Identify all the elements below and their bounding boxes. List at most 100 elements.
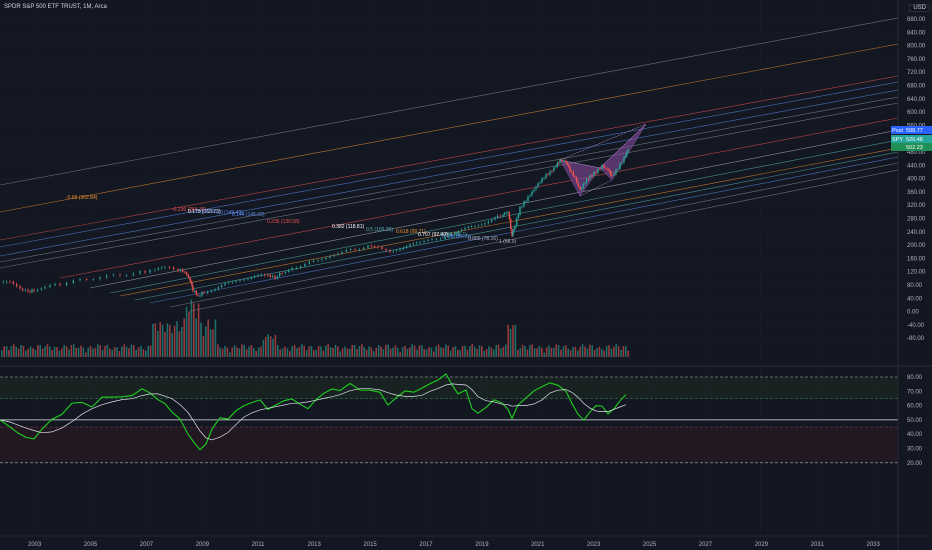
candle-body (431, 239, 433, 240)
candle-body (543, 178, 545, 179)
volume-bar (365, 349, 368, 357)
candle-body (508, 212, 511, 219)
volume-bar (325, 345, 327, 357)
channel-line (0, 81, 899, 248)
volume-bar (495, 345, 497, 357)
candle-body (460, 229, 463, 232)
price-tick-label: 840.00 (907, 30, 926, 36)
volume-bar (22, 345, 25, 357)
candle-body (354, 249, 356, 250)
volume-bar (39, 344, 41, 357)
volume-bar (178, 331, 181, 357)
price-tick-label: 160.00 (907, 256, 926, 262)
volume-bar (497, 344, 500, 357)
candle-body (65, 282, 68, 286)
volume-bar (428, 347, 430, 357)
volume-bar (550, 347, 553, 357)
candle-body (559, 159, 561, 163)
volume-bar (70, 344, 73, 357)
volume-bar (226, 347, 229, 357)
volume-bar (221, 348, 224, 357)
currency-label[interactable]: USD (909, 4, 930, 12)
volume-bar (267, 334, 269, 357)
volume-bar (361, 344, 363, 357)
price-tick-label: 800.00 (907, 44, 926, 50)
candle-body (444, 236, 446, 239)
volume-bar (332, 347, 334, 357)
candle-body (490, 219, 493, 222)
volume-bar (466, 349, 469, 357)
volume-bar (488, 346, 490, 357)
channel-line (0, 17, 899, 186)
candle-body (276, 276, 279, 279)
volume-bar (567, 348, 569, 357)
rsi-pane[interactable] (0, 373, 898, 464)
volume-bar (253, 348, 255, 357)
volume-bar (574, 346, 577, 357)
volume-bar (596, 348, 598, 357)
volume-bar (387, 344, 389, 357)
volume-bar (560, 349, 562, 357)
volume-bar (260, 346, 262, 357)
price-candles[interactable] (2, 147, 629, 298)
price-tick-label: 0.00 (907, 310, 919, 316)
candle-body (24, 289, 27, 291)
volume-bar (17, 348, 20, 357)
volume-bar (279, 349, 281, 357)
candle-body (595, 172, 597, 174)
candle-body (435, 239, 438, 240)
price-tick-label: 600.00 (907, 110, 926, 116)
rsi-line (0, 373, 627, 451)
volume-bar (250, 345, 253, 357)
volume-bar (375, 347, 377, 357)
volume-bar (284, 346, 286, 357)
candle-body (577, 182, 580, 187)
volume-bar (20, 345, 22, 357)
volume-bar (615, 344, 617, 357)
volume-bar (476, 348, 478, 357)
candle-body (79, 279, 81, 281)
volume-bar (13, 344, 15, 357)
symbol-legend[interactable]: SPDR S&P 500 ETF TRUST, 1M, Arca (4, 4, 107, 10)
volume-bar (248, 346, 250, 357)
volume-bar (589, 344, 591, 357)
candle-body (179, 269, 182, 272)
candle-body (605, 167, 607, 169)
candle-body (450, 234, 453, 236)
candle-body (27, 289, 29, 292)
candle-body (599, 168, 601, 170)
channel-line (119, 147, 899, 297)
price-badge-post (891, 126, 932, 134)
price-badge-label: Post (892, 128, 903, 134)
volume-bar (442, 347, 445, 357)
candle-body (556, 162, 559, 167)
volume-bar (507, 324, 509, 357)
volume-bar (572, 347, 574, 357)
candle-body (519, 206, 521, 215)
volume-bar (173, 325, 176, 357)
volume-bar (519, 348, 521, 357)
rsi-tick-label: 80.00 (907, 375, 923, 381)
time-tick-label: 2013 (308, 542, 322, 548)
fib-level-label: 0 (149.43) (220, 210, 243, 216)
volume-bar (176, 321, 178, 357)
fib-level-label: 0.175 (163.73) (188, 209, 221, 215)
volume-bar (140, 346, 142, 357)
volume-bar (421, 345, 423, 357)
candle-body (203, 292, 205, 294)
candle-body (36, 289, 39, 292)
price-tick-label: 280.00 (907, 217, 926, 223)
candle-body (144, 271, 146, 273)
volume-bar (577, 350, 579, 357)
volume-bar (591, 345, 593, 357)
volume-bar (157, 331, 159, 357)
volume-bar (255, 350, 257, 357)
candle-body (423, 240, 425, 243)
pattern-ratio-line (559, 123, 647, 161)
volume-bar (207, 319, 209, 357)
volume-bar (123, 344, 125, 357)
volume-bar (411, 344, 413, 357)
volume-bar (169, 324, 171, 357)
